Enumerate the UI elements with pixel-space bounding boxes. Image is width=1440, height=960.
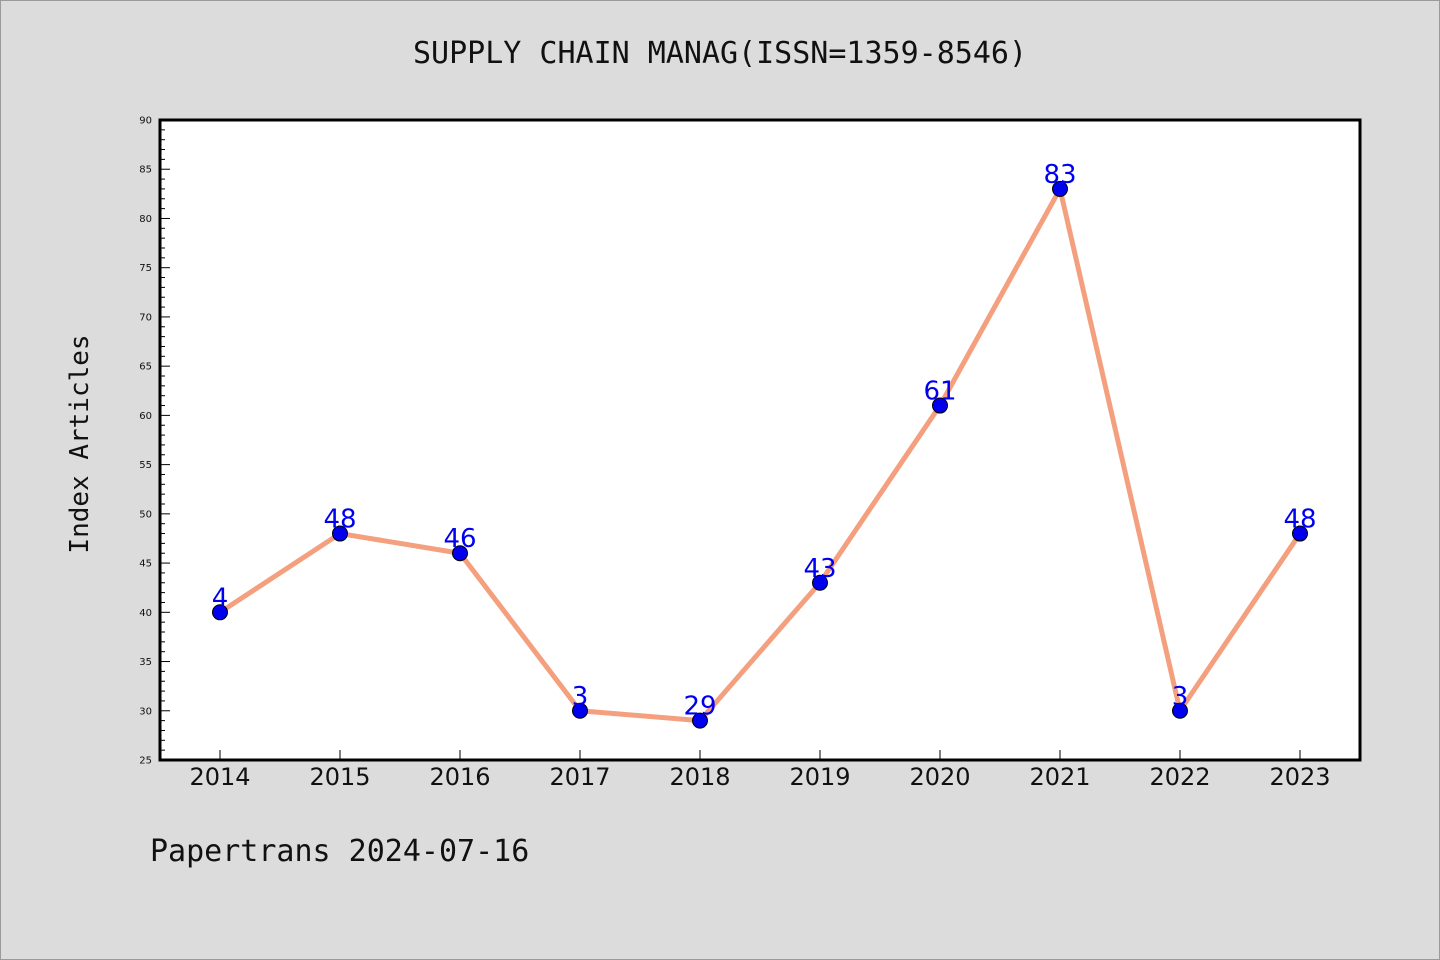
y-tick-label: 70	[139, 312, 152, 323]
y-tick-label: 30	[139, 706, 152, 717]
y-tick-label: 75	[139, 263, 152, 274]
data-point	[452, 545, 468, 562]
x-tick-label: 2015	[309, 763, 370, 791]
data-labels: 4 48 46 3 29 43 61 83 3 48	[212, 160, 1317, 722]
data-point	[1172, 702, 1188, 719]
y-tick-label: 65	[139, 362, 152, 373]
data-label: 61	[923, 377, 956, 407]
footer-text: Papertrans 2024-07-16	[150, 834, 530, 869]
data-point	[932, 397, 948, 414]
x-tick-label: 2017	[549, 763, 610, 791]
x-tick-label: 2023	[1269, 763, 1330, 791]
data-point	[1292, 525, 1308, 542]
y-tick-label: 60	[139, 411, 152, 422]
data-label: 43	[803, 554, 836, 584]
x-tick-label: 2021	[1029, 763, 1090, 791]
x-tick-label: 2019	[789, 763, 850, 791]
data-label: 3	[572, 682, 589, 712]
plot-area	[158, 118, 1362, 762]
x-tick-label: 2018	[669, 763, 730, 791]
data-point	[332, 525, 348, 542]
x-tick-label: 2014	[189, 763, 250, 791]
data-point	[692, 712, 708, 729]
x-tick-label: 2016	[429, 763, 490, 791]
y-tick-label: 90	[139, 116, 152, 127]
y-tick-label: 25	[139, 756, 152, 767]
data-label: 46	[443, 524, 476, 554]
y-tick-label: 80	[139, 214, 152, 225]
data-point	[212, 604, 228, 621]
x-axis-ticks: 2014 2015 2016 2017 2018 2019 2020 2021 2022 2023	[189, 750, 1331, 791]
series-line	[217, 186, 1303, 724]
data-label: 29	[683, 692, 716, 722]
data-label: 4	[212, 583, 229, 613]
data-point	[812, 574, 828, 591]
data-label: 3	[1172, 682, 1189, 712]
chart-title: SUPPLY CHAIN MANAG(ISSN=1359-8546)	[412, 36, 1028, 71]
y-tick-label: 40	[139, 608, 152, 619]
y-tick-label: 35	[139, 657, 152, 668]
series-group	[212, 180, 1308, 729]
x-tick-label: 2020	[909, 763, 970, 791]
data-point	[1052, 180, 1068, 197]
y-tick-label: 55	[139, 460, 152, 471]
y-tick-label: 50	[139, 509, 152, 520]
data-label: 48	[323, 505, 356, 535]
data-label: 48	[1283, 505, 1316, 535]
y-tick-label: 85	[139, 165, 152, 176]
x-tick-label: 2022	[1149, 763, 1210, 791]
data-point	[572, 702, 588, 719]
y-axis-ticks: 25 30 35 40 45 50 55 60 65 70 75 80 85 90	[139, 116, 170, 767]
data-label: 83	[1043, 160, 1076, 190]
y-tick-label: 45	[139, 559, 152, 570]
